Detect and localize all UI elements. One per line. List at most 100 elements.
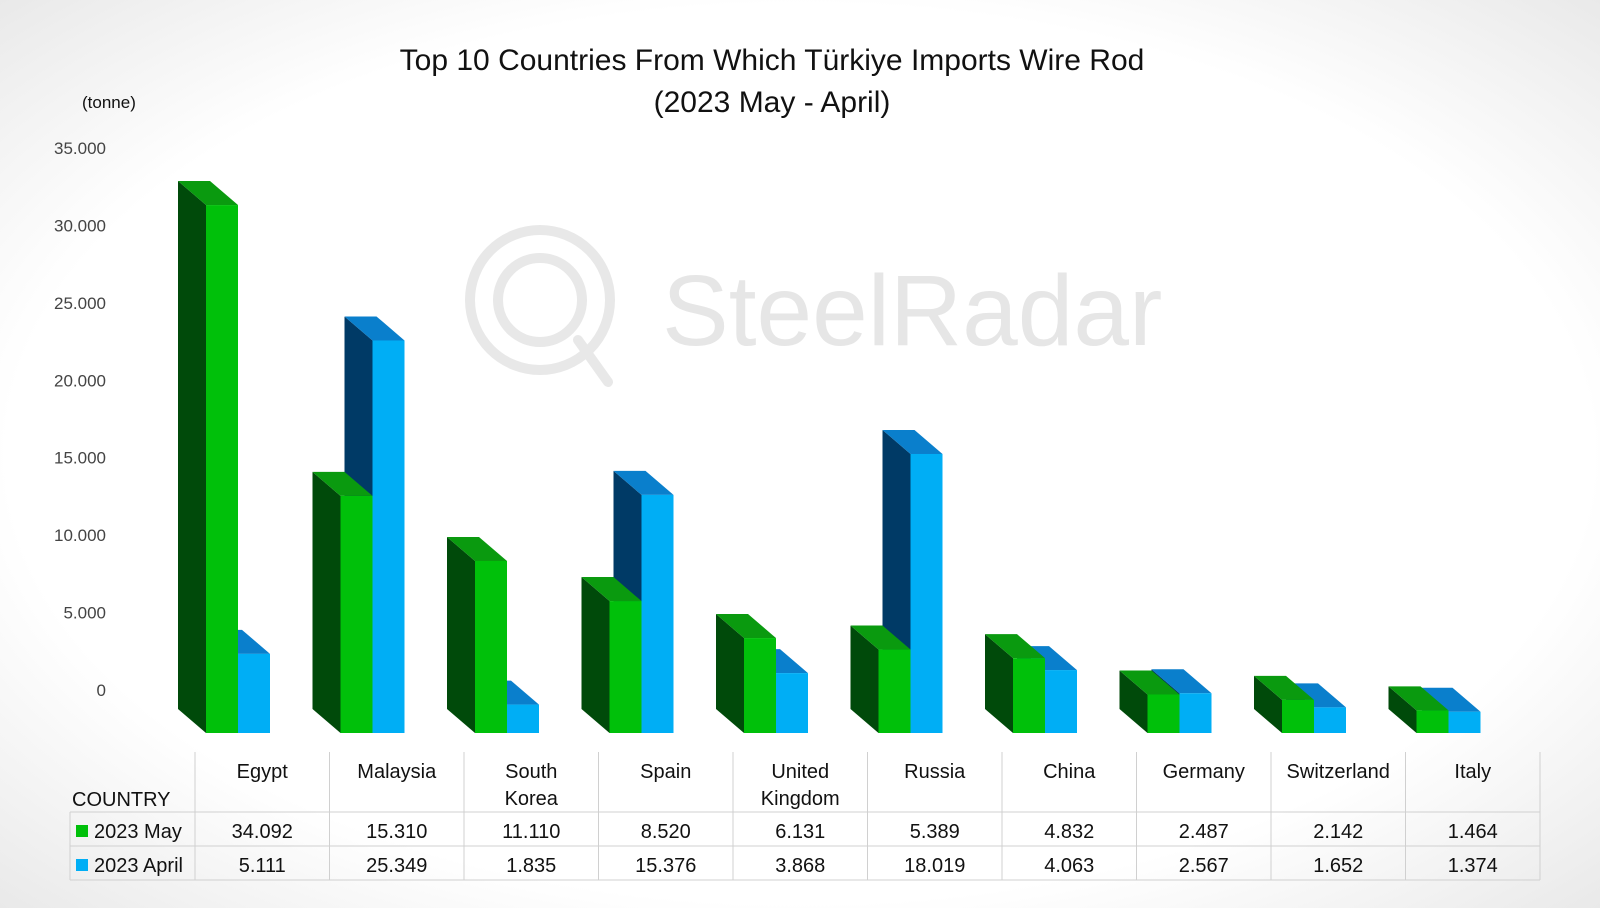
bar-side-may <box>581 577 610 733</box>
category-label: Switzerland <box>1287 761 1390 783</box>
category-label: Korea <box>505 788 559 810</box>
data-label: 8.520 <box>641 821 691 843</box>
bar-top-may <box>1388 686 1449 711</box>
category-label: Egypt <box>237 761 289 783</box>
bar-april <box>641 494 674 733</box>
bar-top-may <box>716 614 776 639</box>
bar-side-may <box>1388 686 1417 733</box>
bar-april <box>776 673 808 733</box>
category-label: Kingdom <box>761 788 840 810</box>
bar-top-april <box>1151 669 1212 694</box>
legend-series-name: 2023 April <box>94 855 183 877</box>
bar-side-may <box>985 634 1013 733</box>
watermark-logo-tail <box>573 335 613 387</box>
bar-may <box>340 495 373 733</box>
category-label: United <box>771 761 829 783</box>
bar-top-april <box>344 316 405 341</box>
bar-april <box>1314 707 1346 733</box>
bar-may <box>1416 710 1449 733</box>
bar-may <box>475 560 507 733</box>
bar-may <box>1013 658 1045 733</box>
data-label: 4.832 <box>1044 821 1094 843</box>
data-label: 11.110 <box>502 821 560 843</box>
watermark-logo-inner <box>493 253 587 347</box>
bar-april <box>1045 670 1077 733</box>
bar-top-april <box>613 470 674 495</box>
bar-top-may <box>985 634 1045 659</box>
bar-april <box>1448 711 1481 733</box>
category-label: Italy <box>1454 761 1491 783</box>
bar-april <box>507 704 539 733</box>
bar-april <box>1179 693 1212 733</box>
watermark-logo-ring <box>465 225 615 375</box>
y-tick-label: 0 <box>97 681 106 700</box>
y-tick-label: 35.000 <box>54 139 106 158</box>
data-label: 2.487 <box>1179 821 1229 843</box>
data-label: 18.019 <box>904 855 965 877</box>
y-tick-label: 10.000 <box>54 526 106 545</box>
bar-may <box>1147 694 1180 733</box>
bar-side-may <box>716 614 744 733</box>
bar-top-may <box>581 577 642 602</box>
y-tick-label: 25.000 <box>54 294 106 313</box>
data-label: 25.349 <box>366 855 427 877</box>
bar-may <box>609 601 642 733</box>
data-label: 5.389 <box>910 821 960 843</box>
bar-may <box>1282 699 1314 733</box>
category-label: Spain <box>640 761 691 783</box>
bar-april <box>238 653 270 733</box>
bar-top-may <box>1254 675 1314 700</box>
category-label: South <box>505 761 557 783</box>
data-label: 6.131 <box>775 821 825 843</box>
bar-april <box>372 340 405 733</box>
watermark-text: SteelRadar <box>662 255 1162 367</box>
data-label: 5.111 <box>239 855 286 877</box>
data-label: 4.063 <box>1044 855 1094 877</box>
data-label: 2.567 <box>1179 855 1229 877</box>
data-label: 15.310 <box>366 821 427 843</box>
bar-side-may <box>1119 670 1148 733</box>
legend-swatch <box>76 859 88 871</box>
legend-swatch <box>76 825 88 837</box>
category-label: Malaysia <box>357 761 437 783</box>
bar-top-may <box>178 181 238 206</box>
category-label: China <box>1043 761 1096 783</box>
y-tick-label: 5.000 <box>63 604 106 623</box>
data-label: 1.652 <box>1313 855 1363 877</box>
data-label: 34.092 <box>232 821 293 843</box>
category-label: Germany <box>1163 761 1245 783</box>
y-tick-label: 30.000 <box>54 216 106 235</box>
chart-title: Top 10 Countries From Which Türkiye Impo… <box>400 44 1145 119</box>
legend-series-name: 2023 May <box>94 821 182 843</box>
data-label: 1.374 <box>1448 855 1498 877</box>
data-label: 1.835 <box>506 855 556 877</box>
bar-april <box>910 453 943 733</box>
bar-side-may <box>1254 675 1282 733</box>
chart-title-line: Top 10 Countries From Which Türkiye Impo… <box>400 44 1145 77</box>
bar-top-may <box>1119 670 1180 695</box>
y-tick-label: 15.000 <box>54 449 106 468</box>
bar-side-may <box>447 536 475 733</box>
bar-side-may <box>312 471 341 733</box>
bar-may <box>206 205 238 733</box>
data-label: 3.868 <box>775 855 825 877</box>
bar-side-may <box>850 625 879 733</box>
data-table: COUNTRY Egypt Malaysia South Korea Spain Unite… <box>69 752 1541 881</box>
watermark: SteelRadar <box>465 225 1162 387</box>
bar-top-april <box>882 429 943 454</box>
y-axis: (tonne) 0 5.000 10.000 15.000 20.000 25.000 30.… <box>54 93 136 700</box>
bar-top-may <box>850 625 911 650</box>
data-label: 1.464 <box>1448 821 1498 843</box>
bar-side-may <box>178 181 206 733</box>
bar-may <box>878 649 911 733</box>
data-label: 2.142 <box>1313 821 1363 843</box>
bar-top-april <box>1420 687 1481 712</box>
bar-top-may <box>312 471 373 496</box>
bars <box>178 181 1481 733</box>
x-axis-label: COUNTRY <box>72 789 171 811</box>
chart-title-line: (2023 May - April) <box>654 86 891 119</box>
category-label: Russia <box>904 761 966 783</box>
bar-may <box>744 638 776 733</box>
